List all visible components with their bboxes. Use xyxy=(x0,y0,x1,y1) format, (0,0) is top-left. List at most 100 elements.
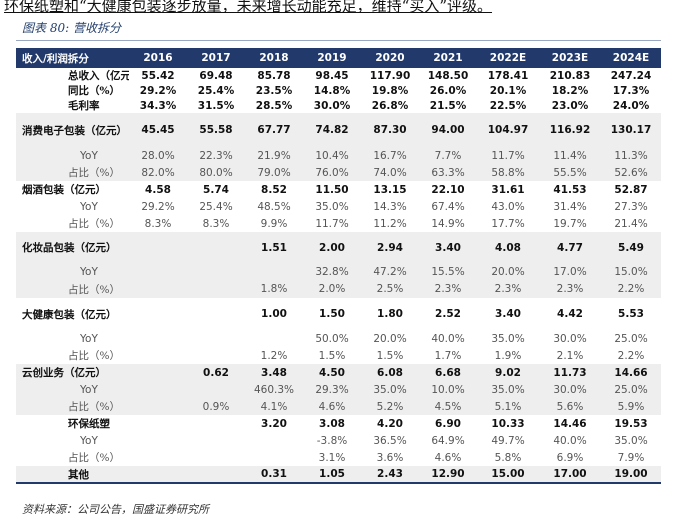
table-cell: 14.46 xyxy=(553,417,587,430)
table-cell: 4.58 xyxy=(145,183,171,196)
table-cell: 1.80 xyxy=(377,308,403,320)
table-cell: 3.40 xyxy=(419,232,477,263)
table-cell: 1.7% xyxy=(434,349,462,362)
table-cell: 25.0% xyxy=(614,332,648,345)
table-cell: 1.50 xyxy=(319,308,345,320)
column-header: 收入/利润拆分 xyxy=(16,48,129,68)
table-cell: 5.74 xyxy=(203,183,229,196)
table-cell: 2.3% xyxy=(539,280,601,298)
row-label: 消费电子包装（亿元） xyxy=(16,113,129,147)
table-cell: 31.61 xyxy=(491,183,525,196)
table-cell: 25.4% xyxy=(199,200,233,213)
table-row: 烟酒包装（亿元） 4.58 5.74 8.52 11.50 13.15 22.10 31.61… xyxy=(16,181,661,198)
table-cell: 3.1% xyxy=(318,451,346,464)
table-cell: 19.53 xyxy=(614,417,648,430)
table-row: 环保纸塑 3.20 3.08 4.20 6.90 10.33 14.46 19.53 xyxy=(16,415,661,432)
table-row: YoY 29.2% 25.4% 48.5% 35.0% 14.3% 67.4% 43.0% 31… xyxy=(16,198,661,215)
row-label: YoY xyxy=(80,434,98,447)
table-cell: 4.42 xyxy=(557,308,583,320)
table-cell: 3.6% xyxy=(376,451,404,464)
table-cell: 29.2% xyxy=(139,84,177,97)
table-cell: 17.3% xyxy=(612,84,650,97)
table-cell: 29.3% xyxy=(303,381,361,398)
table-cell: 28.5% xyxy=(255,99,293,112)
table-cell: 30.0% xyxy=(553,332,587,345)
table-cell: -3.8% xyxy=(316,434,348,447)
table-cell: 148.50 xyxy=(427,69,469,82)
table-cell: 7.7% xyxy=(419,147,477,164)
table-cell xyxy=(129,298,187,330)
table-row: 毛利率 34.3% 31.5% 28.5% 30.0% 26.8% 21.5% 22.5% 23… xyxy=(16,98,661,113)
table-row: YoY 50.0% 20.0% 40.0% 35.0% 30.0% 25.0% xyxy=(16,330,661,347)
table-cell: 1.9% xyxy=(494,349,522,362)
table-cell xyxy=(187,330,245,347)
row-label: 占比（%） xyxy=(68,350,120,362)
table-cell: 1.2% xyxy=(260,349,288,362)
table-cell: 19.00 xyxy=(601,466,661,484)
table-cell: 58.8% xyxy=(477,164,539,181)
table-row: 云创业务（亿元） 0.62 3.48 4.50 6.08 6.68 9.02 11.73 14.… xyxy=(16,364,661,381)
table-cell: 11.4% xyxy=(539,147,601,164)
table-cell: 6.68 xyxy=(419,364,477,381)
table-cell: 15.0% xyxy=(601,263,661,280)
table-cell xyxy=(129,449,187,466)
table-cell xyxy=(129,432,187,449)
row-label: 云创业务（亿元） xyxy=(16,364,129,381)
table-cell xyxy=(187,415,245,432)
table-cell: 21.5% xyxy=(429,99,467,112)
table-cell: 10.4% xyxy=(303,147,361,164)
table-cell: 34.3% xyxy=(139,99,177,112)
table-cell: 55.58 xyxy=(187,113,245,147)
row-label: 占比（%） xyxy=(16,398,129,415)
row-label: 占比（%） xyxy=(16,280,129,298)
table-cell xyxy=(187,347,245,364)
table-row: 消费电子包装（亿元） 45.45 55.58 67.77 74.82 87.30 94.00… xyxy=(16,113,661,147)
table-row: 占比（%） 1.8% 2.0% 2.5% 2.3% 2.3% 2.3% 2.2% xyxy=(16,280,661,298)
table-cell: 19.8% xyxy=(371,84,409,97)
table-cell: 1.00 xyxy=(261,308,287,320)
table-cell xyxy=(187,263,245,280)
table-cell: 22.3% xyxy=(187,147,245,164)
table-cell xyxy=(129,280,187,298)
table-row: 占比（%） 8.3% 8.3% 9.9% 11.7% 11.2% 14.9% 17.7% 19.… xyxy=(16,215,661,232)
table-cell: 7.9% xyxy=(617,451,645,464)
table-cell: 15.00 xyxy=(477,466,539,484)
table-row: YoY 32.8% 47.2% 15.5% 20.0% 17.0% 15.0% xyxy=(16,263,661,280)
table-cell xyxy=(245,263,303,280)
table-cell: 8.3% xyxy=(144,217,172,230)
table-cell: 20.0% xyxy=(373,332,407,345)
table-cell: 23.5% xyxy=(255,84,293,97)
table-cell: 13.15 xyxy=(373,183,407,196)
header-text: 环保纸塑和“大健康包装逐步放量，未来增长动能充足，维持“买入”评级。 xyxy=(4,0,493,15)
table-cell: 1.51 xyxy=(245,232,303,263)
table-cell: 40.0% xyxy=(431,332,465,345)
table-cell: 69.48 xyxy=(199,69,233,82)
column-header: 2019 xyxy=(303,48,361,68)
table-cell: 8.52 xyxy=(261,183,287,196)
table-cell: 17.00 xyxy=(539,466,601,484)
table-cell: 5.49 xyxy=(601,232,661,263)
table-cell: 30.0% xyxy=(539,381,601,398)
table-cell: 1.8% xyxy=(245,280,303,298)
table-cell: 23.0% xyxy=(551,99,589,112)
table-row: 同比（%） 29.2% 25.4% 23.5% 14.8% 19.8% 26.0% 20.1%… xyxy=(16,83,661,98)
table-row: 占比（%） 82.0% 80.0% 79.0% 76.0% 74.0% 63.3% 58.8%… xyxy=(16,164,661,181)
figure-caption: 图表 80: 营收拆分 xyxy=(22,21,121,35)
table-cell: 94.00 xyxy=(419,113,477,147)
table-cell xyxy=(129,415,187,432)
table-cell: 0.62 xyxy=(187,364,245,381)
table-cell: 35.0% xyxy=(477,381,539,398)
table-cell: 15.5% xyxy=(419,263,477,280)
table-cell: 14.9% xyxy=(431,217,465,230)
table-cell: 1.5% xyxy=(376,349,404,362)
row-label: 环保纸塑 xyxy=(68,418,110,430)
table-cell: 9.02 xyxy=(477,364,539,381)
table-cell: 178.41 xyxy=(487,69,529,82)
table-cell: 98.45 xyxy=(315,69,349,82)
table-cell: 116.92 xyxy=(539,113,601,147)
table-cell: 67.4% xyxy=(431,200,465,213)
table-cell xyxy=(187,232,245,263)
table-cell: 21.4% xyxy=(614,217,648,230)
table-cell: 14.3% xyxy=(373,200,407,213)
table-row: YoY 28.0% 22.3% 21.9% 10.4% 16.7% 7.7% 11.7% 11.… xyxy=(16,147,661,164)
